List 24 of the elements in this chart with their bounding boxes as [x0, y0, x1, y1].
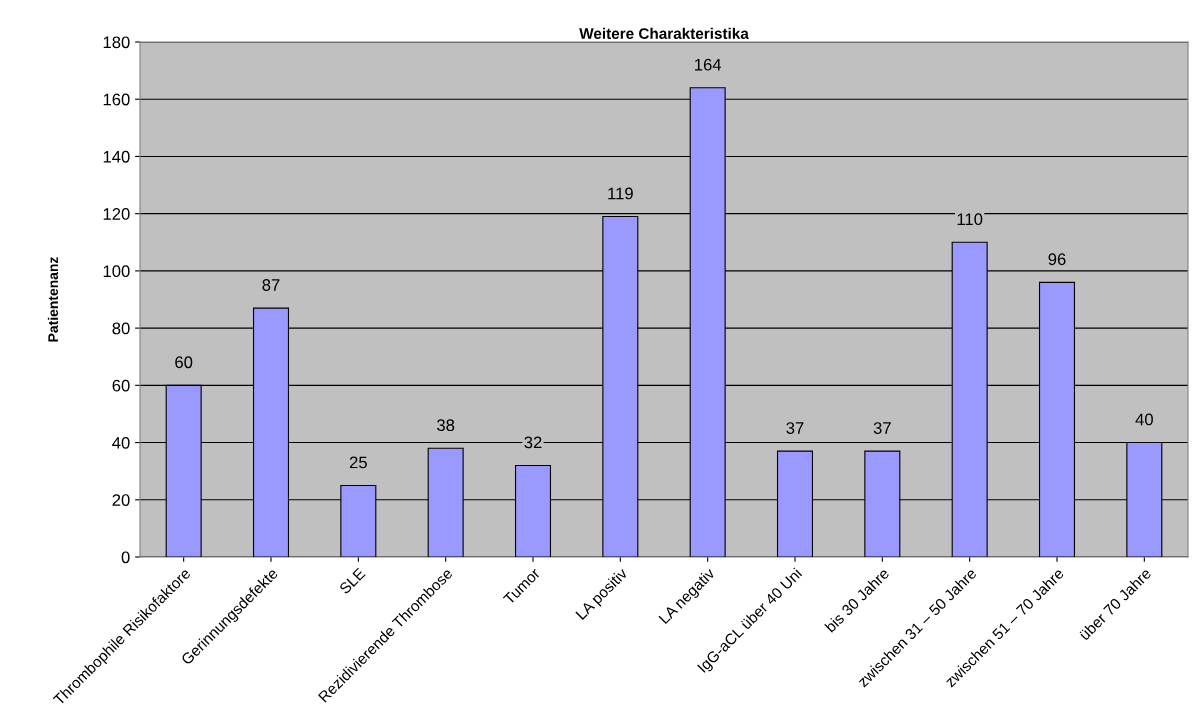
data-label: 37	[786, 422, 804, 434]
data-label: 96	[1048, 253, 1066, 266]
data-label: 110	[957, 213, 983, 226]
data-label: 38	[437, 419, 455, 432]
data-label: 119	[608, 187, 633, 200]
y-tick-label: 0	[121, 551, 130, 564]
y-tick-label: 140	[103, 150, 130, 163]
data-label: 60	[175, 356, 193, 369]
y-tick-label: 80	[112, 322, 130, 335]
data-label: 40	[1135, 413, 1153, 426]
data-label: 164	[695, 58, 722, 71]
y-tick-label: 160	[103, 93, 130, 106]
y-tick-label: 180	[103, 36, 130, 49]
data-label: 87	[262, 279, 280, 291]
data-label: 32	[524, 436, 542, 449]
data-label: 37	[873, 422, 891, 434]
y-tick-label: 120	[103, 208, 130, 220]
data-label: 25	[349, 456, 367, 469]
y-axis-title: Patientenanz	[47, 257, 59, 342]
y-tick-label: 60	[112, 379, 130, 392]
chart-title: Weitere Charakteristika	[579, 27, 749, 39]
y-tick-label: 40	[112, 436, 130, 449]
y-tick-label: 100	[103, 265, 130, 278]
y-tick-label: 20	[112, 494, 130, 506]
